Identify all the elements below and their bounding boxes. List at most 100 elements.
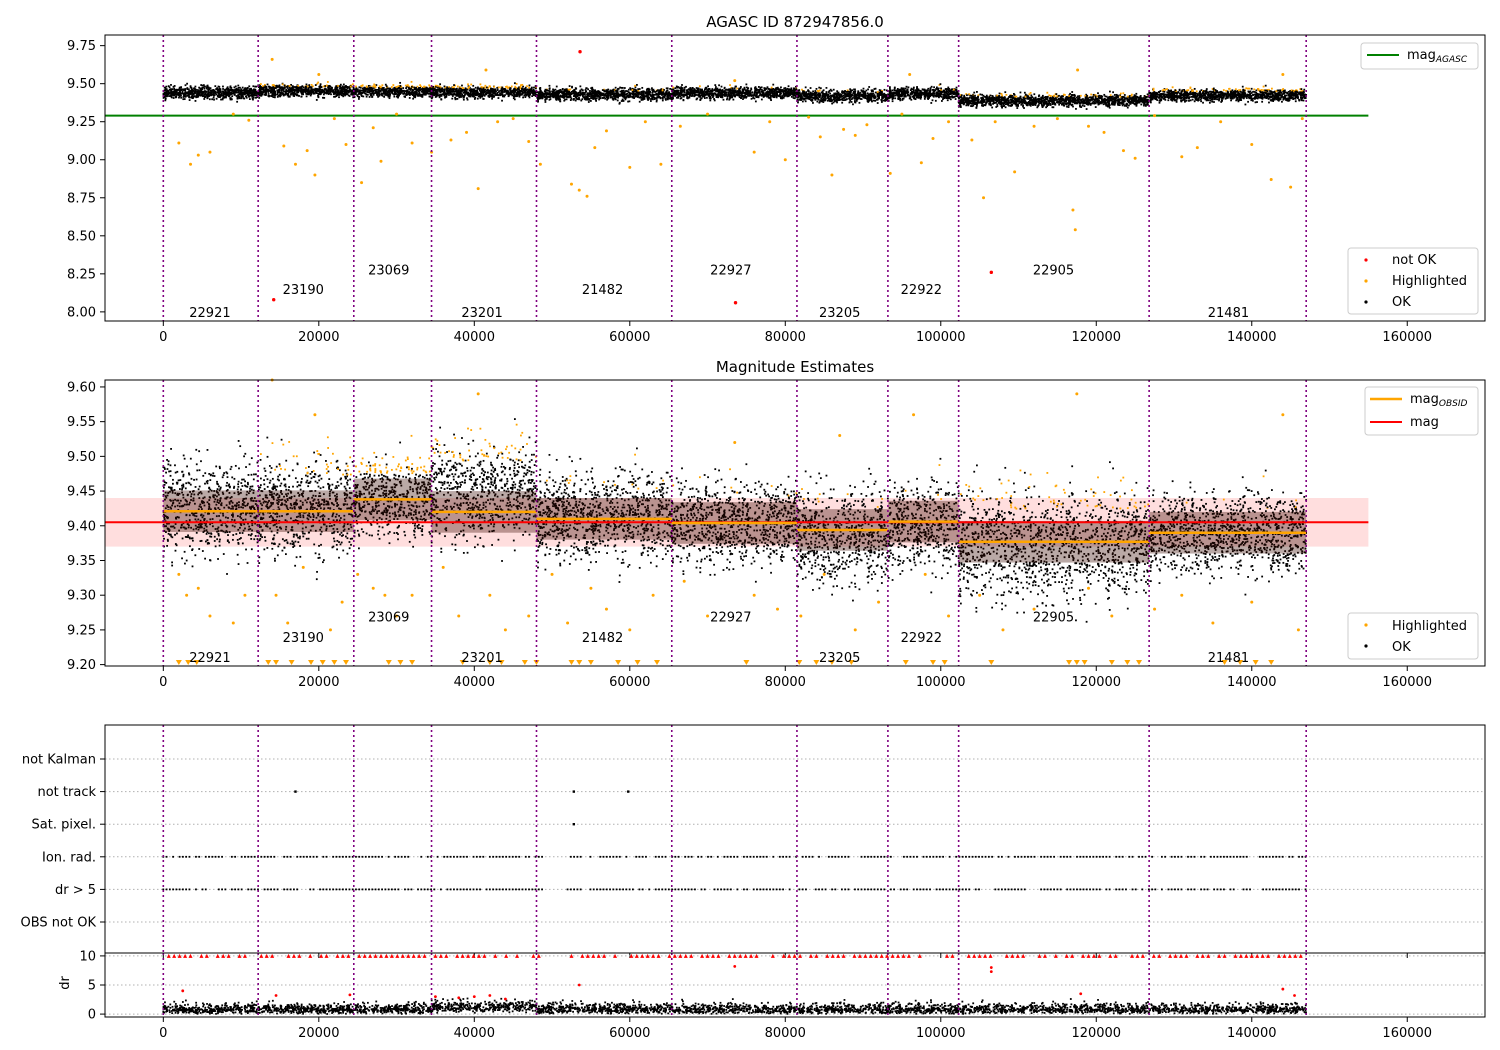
point-ok xyxy=(193,87,195,90)
point-ok xyxy=(532,92,535,95)
point-ok xyxy=(259,85,262,88)
point-ok xyxy=(232,91,235,94)
point-ok xyxy=(638,96,641,99)
point-ok xyxy=(634,95,637,98)
point-ok xyxy=(570,90,573,93)
point-highlighted xyxy=(467,83,469,86)
point-ok xyxy=(528,96,531,99)
point-highlighted xyxy=(433,86,436,89)
point-ok xyxy=(874,91,877,94)
point-ok xyxy=(415,89,418,91)
point-ok xyxy=(249,91,252,94)
point-ok xyxy=(790,91,793,94)
point-ok xyxy=(458,96,461,99)
point-ok xyxy=(518,86,521,89)
point-ok xyxy=(358,96,361,98)
point-ok xyxy=(738,87,741,90)
point-ok xyxy=(307,89,310,92)
point-highlighted xyxy=(497,86,500,89)
point-ok xyxy=(312,88,315,91)
point-ok xyxy=(374,89,377,91)
point-ok xyxy=(462,96,465,99)
point-ok xyxy=(290,83,292,86)
point-ok xyxy=(587,101,590,103)
point-ok xyxy=(164,97,167,100)
point-ok xyxy=(750,87,753,90)
point-ok xyxy=(393,87,396,90)
point-ok xyxy=(171,88,174,91)
point-ok xyxy=(235,88,237,91)
point-ok xyxy=(880,99,883,101)
point-ok xyxy=(527,90,530,92)
point-ok xyxy=(387,87,390,90)
point-ok xyxy=(353,89,356,92)
point-ok xyxy=(370,86,373,89)
point-ok xyxy=(276,95,279,98)
point-highlighted xyxy=(770,86,773,89)
point-ok xyxy=(226,86,229,89)
point-ok xyxy=(396,91,398,94)
point-ok xyxy=(253,90,256,92)
point-highlighted xyxy=(288,85,291,87)
point-ok xyxy=(341,94,344,96)
point-ok xyxy=(175,91,178,93)
point-ok xyxy=(685,92,688,95)
point-ok xyxy=(798,91,801,94)
point-ok xyxy=(412,94,414,97)
point-ok xyxy=(539,88,542,91)
point-ok xyxy=(610,93,613,96)
point-ok xyxy=(566,93,568,96)
point-ok xyxy=(668,97,671,100)
point-ok xyxy=(492,90,494,93)
point-ok xyxy=(305,92,308,95)
point-ok xyxy=(739,92,742,94)
point-highlighted xyxy=(481,86,484,89)
point-ok xyxy=(166,94,169,97)
point-ok xyxy=(646,88,649,91)
point-highlighted xyxy=(470,83,473,86)
point-ok xyxy=(197,91,199,94)
point-ok xyxy=(190,91,193,94)
point-ok xyxy=(237,94,240,97)
point-ok xyxy=(170,96,173,99)
point-ok xyxy=(486,88,489,91)
point-ok xyxy=(299,89,302,91)
point-ok xyxy=(324,87,327,90)
point-ok xyxy=(371,92,374,94)
point-highlighted xyxy=(438,85,441,88)
point-ok xyxy=(172,85,175,88)
point-ok xyxy=(378,86,380,89)
point-ok xyxy=(576,92,578,95)
point-ok xyxy=(601,94,604,97)
point-ok xyxy=(322,96,324,99)
point-ok xyxy=(405,93,407,95)
point-ok xyxy=(477,86,479,89)
point-ok xyxy=(563,91,565,94)
point-ok xyxy=(164,89,167,92)
point-ok xyxy=(335,88,338,91)
point-highlighted xyxy=(736,87,739,90)
point-ok xyxy=(230,98,233,101)
point-ok xyxy=(580,93,583,95)
point-ok xyxy=(669,97,672,100)
point-ok xyxy=(269,86,272,89)
point-ok xyxy=(455,90,457,92)
point-ok xyxy=(573,94,576,97)
point-ok xyxy=(347,89,350,92)
point-ok xyxy=(339,88,341,90)
point-ok xyxy=(274,92,276,94)
point-ok xyxy=(601,97,604,99)
point-ok xyxy=(291,89,293,92)
point-ok xyxy=(793,87,795,90)
point-ok xyxy=(252,98,254,101)
point-ok xyxy=(229,98,232,101)
point-ok xyxy=(585,97,588,100)
point-ok xyxy=(377,93,380,95)
point-ok xyxy=(780,97,782,100)
point-ok xyxy=(772,83,775,86)
point-ok xyxy=(213,94,216,97)
point-ok xyxy=(665,92,668,94)
point-ok xyxy=(225,91,228,94)
point-ok xyxy=(359,86,362,89)
point-highlighted xyxy=(366,86,369,89)
